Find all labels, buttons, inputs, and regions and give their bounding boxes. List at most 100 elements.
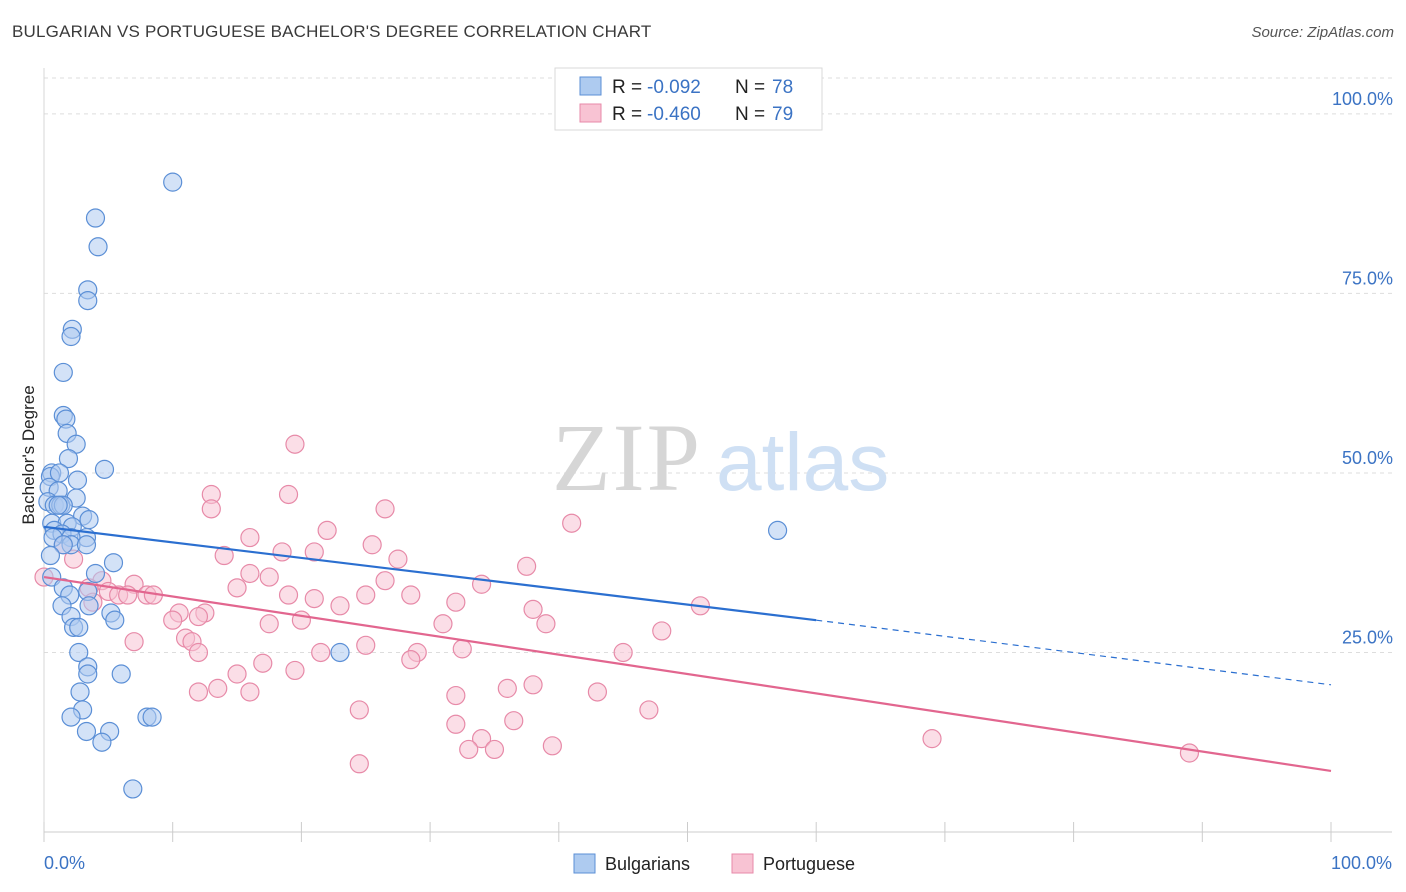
- data-point-bulgarians: [61, 326, 81, 347]
- bottom-legend: Bulgarians Portuguese: [573, 853, 855, 874]
- data-point-portuguese: [446, 592, 466, 612]
- data-point-bulgarians: [88, 237, 108, 257]
- data-point-bulgarians: [92, 732, 112, 752]
- data-point-bulgarians: [105, 610, 125, 630]
- data-point-portuguese: [356, 585, 376, 605]
- data-point-portuguese: [523, 599, 543, 619]
- data-point-bulgarians: [94, 459, 115, 479]
- legend-swatch-pink: [579, 103, 602, 123]
- data-point-bulgarians: [111, 664, 131, 684]
- legend-swatch-blue: [579, 76, 602, 96]
- data-point-portuguese: [639, 700, 659, 720]
- data-point-portuguese: [278, 484, 299, 505]
- data-point-portuguese: [163, 610, 183, 630]
- data-point-portuguese: [375, 571, 395, 591]
- x-ticks: [43, 822, 1332, 842]
- data-point-bulgarians: [53, 535, 73, 555]
- data-point-portuguese: [201, 499, 221, 519]
- data-point-bulgarians: [123, 779, 143, 799]
- data-point-bulgarians: [53, 362, 73, 383]
- data-point-portuguese: [240, 527, 260, 548]
- data-point-portuguese: [652, 621, 672, 641]
- data-point-portuguese: [188, 606, 209, 627]
- legend-r-value: -0.460: [647, 104, 701, 125]
- data-point-portuguese: [349, 754, 369, 774]
- bottom-legend-swatch-portuguese: [731, 853, 754, 874]
- data-point-portuguese: [433, 614, 453, 634]
- data-point-portuguese: [188, 642, 209, 663]
- trend-lines: [43, 525, 1332, 773]
- legend-n-value: 78: [772, 77, 793, 98]
- legend-n-label: N =: [735, 104, 765, 125]
- data-point-bulgarians: [78, 664, 98, 684]
- trend-line-portuguese: [43, 575, 1332, 773]
- data-point-bulgarians: [61, 707, 81, 727]
- data-point-portuguese: [304, 542, 324, 562]
- trend-line-bulgarians-extrapolated: [816, 619, 1332, 686]
- data-point-portuguese: [613, 642, 633, 663]
- y-tick-label: 100.0%: [1332, 89, 1393, 109]
- data-point-portuguese: [253, 653, 273, 673]
- data-point-portuguese: [227, 664, 247, 684]
- data-point-portuguese: [349, 700, 369, 720]
- data-point-bulgarians: [330, 642, 350, 663]
- data-point-portuguese: [304, 589, 324, 609]
- data-point-portuguese: [388, 549, 408, 569]
- data-point-portuguese: [504, 711, 524, 731]
- bottom-legend-swatch-bulgarians: [573, 853, 596, 874]
- data-point-portuguese: [536, 614, 556, 634]
- legend-r-label: R =: [612, 104, 642, 125]
- data-point-portuguese: [259, 614, 279, 634]
- legend: R = -0.092 N = 78 R = -0.460 N = 79: [554, 67, 823, 131]
- trend-line-bulgarians: [43, 525, 817, 622]
- data-point-bulgarians: [70, 682, 90, 702]
- y-tick-label: 75.0%: [1342, 268, 1393, 288]
- data-point-portuguese: [1179, 743, 1200, 763]
- legend-n-value: 79: [772, 104, 793, 125]
- data-point-portuguese: [446, 714, 466, 734]
- data-point-bulgarians: [79, 510, 99, 530]
- data-point-portuguese: [587, 682, 608, 702]
- data-point-portuguese: [497, 678, 517, 698]
- data-point-bulgarians: [767, 520, 788, 541]
- data-point-portuguese: [523, 675, 543, 695]
- y-tick-label: 25.0%: [1342, 627, 1393, 647]
- data-point-portuguese: [471, 729, 492, 749]
- series-bulgarians-points: [38, 172, 788, 799]
- data-point-portuguese: [285, 660, 305, 681]
- data-point-portuguese: [542, 736, 562, 756]
- legend-r-label: R =: [612, 77, 642, 98]
- data-point-portuguese: [922, 729, 942, 749]
- data-point-portuguese: [285, 434, 305, 454]
- data-point-bulgarians: [76, 535, 97, 555]
- data-point-portuguese: [375, 499, 395, 519]
- x-tick-label-min: 0.0%: [44, 853, 85, 873]
- y-tick-label: 50.0%: [1342, 448, 1393, 468]
- data-point-bulgarians: [58, 448, 79, 469]
- data-point-bulgarians: [69, 617, 89, 637]
- bottom-legend-portuguese: Portuguese: [763, 854, 855, 874]
- y-tick-labels: 25.0% 50.0% 75.0% 100.0%: [1332, 89, 1393, 648]
- data-point-portuguese: [356, 635, 376, 655]
- data-point-bulgarians: [85, 563, 106, 584]
- data-point-portuguese: [562, 513, 582, 533]
- data-point-bulgarians: [76, 721, 97, 742]
- watermark-atlas: atlas: [716, 417, 889, 508]
- data-point-portuguese: [401, 585, 421, 605]
- data-point-bulgarians: [40, 545, 61, 566]
- legend-r-value: -0.092: [647, 77, 701, 98]
- data-point-bulgarians: [78, 291, 98, 311]
- data-point-portuguese: [240, 563, 260, 584]
- data-point-bulgarians: [79, 596, 99, 616]
- data-point-portuguese: [240, 682, 260, 702]
- data-point-portuguese: [311, 642, 331, 663]
- legend-n-label: N =: [735, 77, 765, 98]
- data-point-portuguese: [330, 596, 350, 616]
- x-tick-label-max: 100.0%: [1331, 853, 1392, 873]
- data-point-bulgarians: [85, 208, 106, 228]
- data-point-portuguese: [272, 542, 292, 562]
- data-point-portuguese: [227, 578, 247, 598]
- data-point-bulgarians: [67, 470, 88, 490]
- data-point-portuguese: [459, 739, 479, 760]
